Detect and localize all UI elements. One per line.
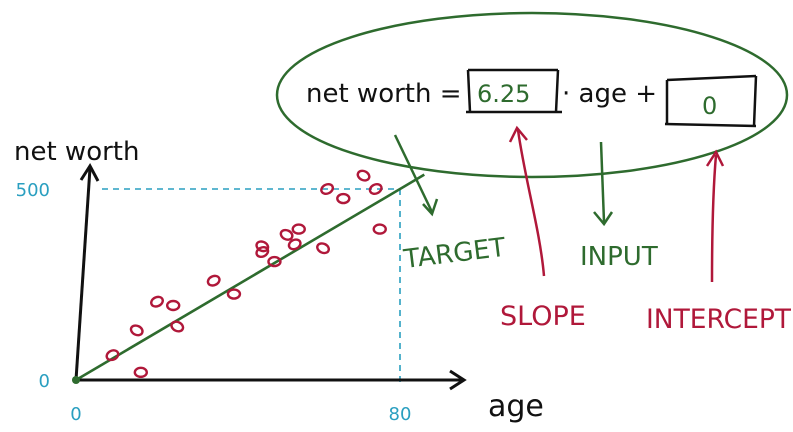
- data-point: [356, 169, 371, 182]
- intercept-value: 0: [702, 92, 717, 120]
- data-point: [372, 223, 387, 235]
- y-tick-label: 0: [39, 371, 50, 392]
- data-point: [226, 288, 242, 300]
- slope-label: SLOPE: [500, 301, 586, 332]
- data-point: [255, 246, 270, 259]
- data-point: [336, 192, 351, 205]
- chart-area: age net worth 0 80 0 500: [14, 137, 544, 425]
- fit-line: [75, 173, 425, 382]
- intercept-box: [664, 74, 758, 128]
- data-point: [267, 255, 282, 268]
- x-tick-label: 0: [70, 404, 81, 425]
- equation-ellipse: [275, 11, 789, 179]
- x-tick-label: 80: [389, 404, 412, 425]
- input-arrow: [599, 141, 606, 223]
- intercept-arrow: [710, 154, 718, 283]
- x-axis-label: age: [488, 389, 544, 424]
- intercept-label: INTERCEPT: [646, 304, 791, 335]
- x-axis-arrow: [449, 369, 467, 391]
- y-axis-label: net worth: [14, 137, 139, 167]
- data-point: [105, 349, 120, 362]
- data-point: [170, 320, 185, 333]
- slope-value: 6.25: [477, 80, 530, 108]
- data-point: [279, 228, 294, 241]
- equation-lhs: net worth =: [306, 79, 462, 109]
- data-point: [165, 299, 181, 312]
- data-point: [150, 295, 164, 308]
- target-arrow-head: [422, 198, 439, 217]
- y-axis: [74, 167, 92, 381]
- y-axis-arrow: [79, 163, 100, 182]
- target-arrow: [393, 134, 434, 213]
- y-tick-label: 500: [16, 180, 50, 201]
- data-point: [133, 366, 149, 379]
- equation-times-input: · age +: [562, 79, 657, 109]
- data-point: [129, 324, 144, 337]
- intercept-arrow-head: [705, 149, 725, 167]
- input-arrow-head: [593, 211, 614, 227]
- origin-point: [72, 376, 80, 384]
- data-point: [287, 238, 302, 251]
- data-point: [316, 242, 331, 255]
- data-point: [320, 182, 335, 196]
- slope-box: [466, 68, 562, 114]
- slope-arrow: [516, 129, 546, 277]
- data-point: [368, 182, 383, 196]
- input-label: INPUT: [580, 242, 658, 272]
- target-label: TARGET: [401, 233, 507, 275]
- data-point: [291, 223, 306, 235]
- slope-arrow-head: [508, 125, 528, 143]
- data-point: [206, 274, 221, 287]
